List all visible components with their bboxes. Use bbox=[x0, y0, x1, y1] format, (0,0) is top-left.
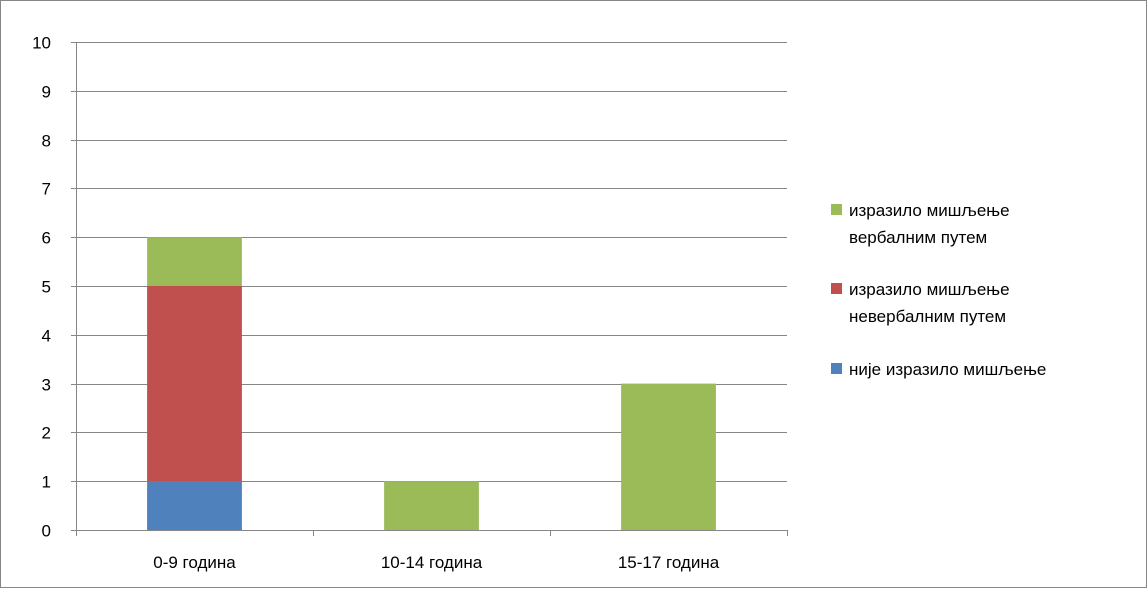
legend-label-line: изразило мишљење bbox=[849, 280, 1010, 299]
y-tick-label: 4 bbox=[42, 327, 51, 346]
y-tick-label: 8 bbox=[42, 132, 51, 151]
bar-segment bbox=[147, 481, 242, 530]
x-tick-labels: 0-9 година 10-14 година 15-17 година bbox=[153, 553, 719, 572]
y-tick-label: 10 bbox=[32, 34, 51, 53]
bar-segment bbox=[147, 237, 242, 286]
legend-label-not-expressed: није изразило мишљење bbox=[849, 356, 1147, 383]
y-tick-label: 9 bbox=[42, 83, 51, 102]
y-tick-label: 3 bbox=[42, 376, 51, 395]
legend-swatch-nonverbal bbox=[831, 283, 842, 294]
axes bbox=[71, 42, 788, 536]
bar-segment bbox=[621, 383, 716, 530]
y-tick-label: 7 bbox=[42, 180, 51, 199]
bar-segment bbox=[147, 286, 242, 482]
legend-label-line: вербалним путем bbox=[849, 228, 988, 247]
legend-label-line: није изразило мишљење bbox=[849, 360, 1047, 379]
legend-swatch-verbal bbox=[831, 204, 842, 215]
x-tick-label: 15-17 година bbox=[618, 553, 720, 572]
legend-swatch-not-expressed bbox=[831, 363, 842, 374]
y-tick-labels: 0 1 2 3 4 5 6 7 8 9 10 bbox=[32, 34, 51, 541]
legend-label-verbal: изразило мишљење вербалним путем bbox=[849, 197, 1147, 251]
legend-label-line: изразило мишљење bbox=[849, 201, 1010, 220]
x-tick-label: 10-14 година bbox=[381, 553, 483, 572]
bars bbox=[147, 237, 716, 530]
y-tick-label: 5 bbox=[42, 278, 51, 297]
y-tick-label: 2 bbox=[42, 424, 51, 443]
legend-label-line: невербалним путем bbox=[849, 307, 1007, 326]
y-tick-label: 1 bbox=[42, 473, 51, 492]
legend-label-nonverbal: изразило мишљење невербалним путем bbox=[849, 276, 1147, 330]
y-tick-label: 6 bbox=[42, 229, 51, 248]
bar-segment bbox=[384, 481, 479, 530]
y-tick-label: 0 bbox=[42, 522, 51, 541]
x-tick-label: 0-9 година bbox=[153, 553, 236, 572]
